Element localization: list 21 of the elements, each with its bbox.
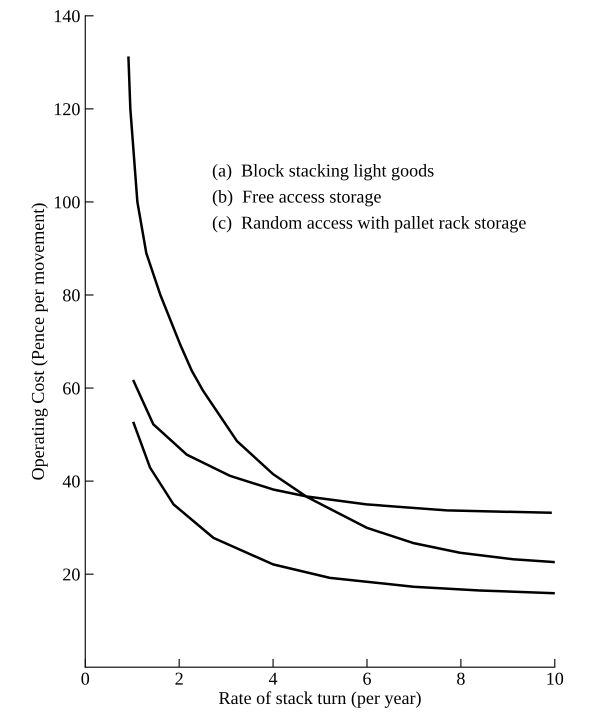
y-tick-label: 60 [63,382,80,394]
y-axis-title: Operating Cost (Pence per movement) [31,203,48,480]
x-tick-label: 0 [81,672,90,685]
y-tick-label: 80 [63,289,80,302]
y-tick-label: 140 [54,10,80,22]
x-axis-title: Rate of stack turn (per year) [219,691,421,708]
y-tick-label: 40 [62,475,80,488]
x-tick-label: 10 [547,672,564,685]
x-tick-label: 4 [268,672,278,685]
x-tick-label: 8 [457,672,465,685]
x-tick-label: 2 [175,672,183,685]
line-series [127,56,555,564]
y-tick-label: 120 [54,103,80,116]
annotation: (a) Block stacking light goods [212,164,434,180]
x-tick-label: 6 [363,672,371,685]
line-series [132,380,552,514]
y-tick-label: 20 [63,568,80,581]
annotation: (c) Random access with pallet rack storage [212,216,526,232]
annotation: (b) Free access storage [212,190,381,206]
y-tick-label: 100 [54,196,80,208]
line-series [132,422,555,594]
